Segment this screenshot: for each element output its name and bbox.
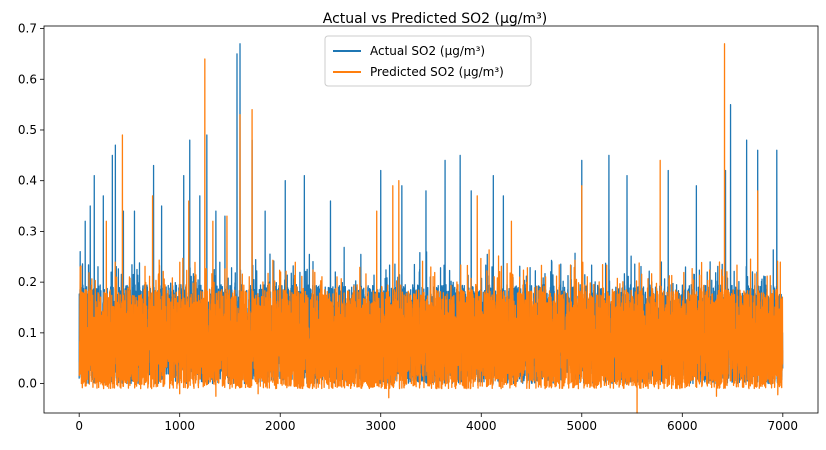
x-axis: 0 1000 2000 3000 4000 5000 6000 7000 xyxy=(75,413,798,433)
y-tick-label: 0.0 xyxy=(18,377,37,391)
x-tick-label: 7000 xyxy=(768,419,799,433)
plot-area xyxy=(43,25,819,414)
y-tick-label: 0.4 xyxy=(18,174,37,188)
x-tick-label: 6000 xyxy=(667,419,698,433)
x-tick-label: 4000 xyxy=(466,419,497,433)
y-tick-label: 0.1 xyxy=(18,326,37,340)
y-tick-label: 0.5 xyxy=(18,123,37,137)
legend: Actual SO2 (µg/m³) Predicted SO2 (µg/m³) xyxy=(324,35,532,87)
plot-frame xyxy=(43,25,819,414)
chart-title: Actual vs Predicted SO2 (µg/m³) xyxy=(323,11,547,27)
y-axis: 0.0 0.1 0.2 0.3 0.4 0.5 0.6 0.7 xyxy=(18,22,44,391)
series-layer xyxy=(78,43,784,414)
x-tick-label: 1000 xyxy=(164,419,195,433)
y-tick-label: 0.7 xyxy=(18,22,37,36)
legend-label-actual: Actual SO2 (µg/m³) xyxy=(370,44,485,58)
y-tick-label: 0.6 xyxy=(18,72,37,86)
x-tick-label: 5000 xyxy=(567,419,598,433)
series-line-predicted xyxy=(78,43,784,414)
x-tick-label: 2000 xyxy=(265,419,296,433)
x-tick-label: 0 xyxy=(75,419,83,433)
legend-box xyxy=(324,35,532,87)
x-tick-label: 3000 xyxy=(365,419,396,433)
y-tick-label: 0.2 xyxy=(18,275,37,289)
y-tick-label: 0.3 xyxy=(18,224,37,238)
legend-label-predicted: Predicted SO2 (µg/m³) xyxy=(370,65,504,79)
